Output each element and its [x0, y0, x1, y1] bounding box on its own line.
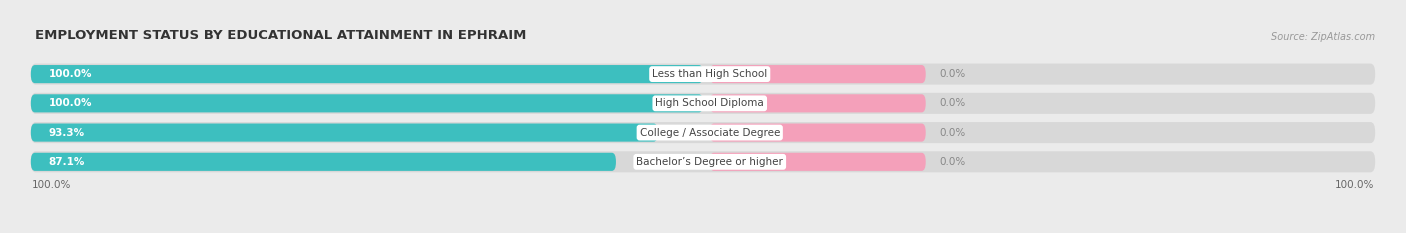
- FancyBboxPatch shape: [710, 94, 925, 112]
- Text: 100.0%: 100.0%: [1334, 180, 1374, 190]
- Text: 0.0%: 0.0%: [939, 98, 966, 108]
- FancyBboxPatch shape: [31, 153, 616, 171]
- Text: EMPLOYMENT STATUS BY EDUCATIONAL ATTAINMENT IN EPHRAIM: EMPLOYMENT STATUS BY EDUCATIONAL ATTAINM…: [35, 29, 526, 42]
- Text: 0.0%: 0.0%: [939, 157, 966, 167]
- FancyBboxPatch shape: [31, 123, 658, 142]
- Text: Less than High School: Less than High School: [652, 69, 768, 79]
- FancyBboxPatch shape: [31, 64, 1375, 85]
- Text: 87.1%: 87.1%: [48, 157, 84, 167]
- FancyBboxPatch shape: [31, 93, 1375, 114]
- FancyBboxPatch shape: [31, 94, 703, 112]
- FancyBboxPatch shape: [31, 151, 1375, 172]
- Text: 0.0%: 0.0%: [939, 69, 966, 79]
- Text: Bachelor’s Degree or higher: Bachelor’s Degree or higher: [637, 157, 783, 167]
- FancyBboxPatch shape: [710, 123, 925, 142]
- FancyBboxPatch shape: [31, 122, 1375, 143]
- Text: 100.0%: 100.0%: [32, 180, 72, 190]
- Text: 100.0%: 100.0%: [48, 69, 91, 79]
- FancyBboxPatch shape: [710, 153, 925, 171]
- Text: 0.0%: 0.0%: [939, 128, 966, 137]
- Text: College / Associate Degree: College / Associate Degree: [640, 128, 780, 137]
- FancyBboxPatch shape: [710, 65, 925, 83]
- Text: 100.0%: 100.0%: [48, 98, 91, 108]
- Text: Source: ZipAtlas.com: Source: ZipAtlas.com: [1271, 32, 1375, 42]
- FancyBboxPatch shape: [31, 65, 703, 83]
- Text: 93.3%: 93.3%: [48, 128, 84, 137]
- Text: High School Diploma: High School Diploma: [655, 98, 763, 108]
